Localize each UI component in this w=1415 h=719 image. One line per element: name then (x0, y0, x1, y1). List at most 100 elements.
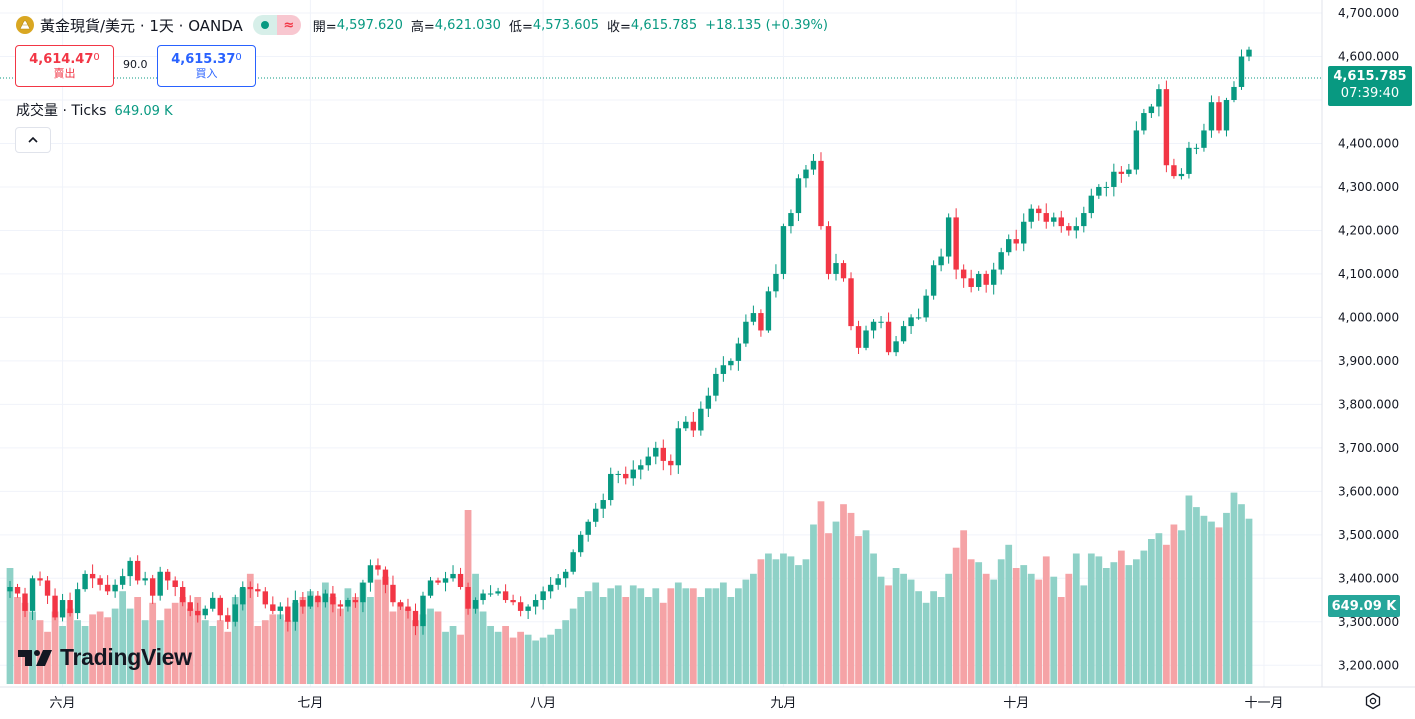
volume-bar (697, 597, 705, 684)
data-delay-icon: ≈ (276, 15, 301, 35)
candle-body (660, 447, 666, 461)
volume-bar (291, 602, 299, 684)
volume-bar (592, 582, 600, 684)
volume-bar (434, 611, 442, 684)
sell-label: 賣出 (53, 67, 76, 81)
candle-body (217, 597, 223, 616)
volume-bar (276, 614, 284, 684)
buy-price: 4,615.37 (171, 51, 236, 67)
candle-body (164, 571, 171, 581)
volume-bar (442, 631, 449, 684)
candle-body (608, 473, 614, 501)
low-label: 低= (508, 19, 533, 35)
volume-bar (179, 597, 187, 684)
volume-bar (674, 582, 682, 684)
candle-body (360, 582, 366, 603)
candle-body (653, 447, 659, 457)
candle-body (172, 580, 178, 587)
volume-bar (479, 611, 487, 684)
price-tick-label: 4,700.000 (1338, 6, 1399, 20)
volume-bar (607, 588, 615, 684)
price-tick-label: 3,200.000 (1338, 658, 1399, 672)
candle-body (435, 580, 441, 583)
candle-body (720, 365, 727, 374)
volume-bar (201, 620, 209, 684)
candle-body (577, 534, 584, 553)
volume-bar (547, 634, 555, 684)
volume-bar (261, 620, 269, 684)
volume-bar (104, 617, 111, 684)
volume-legend[interactable]: 成交量 · Ticks 649.09 K (16, 100, 173, 120)
volume-bar (382, 576, 389, 684)
price-tick-label: 4,600.000 (1338, 50, 1399, 64)
candle-body (975, 273, 982, 287)
volume-bar (1035, 579, 1043, 684)
candle-body (960, 269, 967, 279)
volume-bar (870, 553, 877, 684)
candle-body (840, 263, 847, 279)
candle-body (352, 600, 359, 603)
candle-body (713, 373, 719, 396)
candle-body (1163, 89, 1170, 166)
candle-body (728, 360, 734, 366)
candle-body (1231, 86, 1237, 101)
candle-body (134, 560, 141, 581)
volume-bar (314, 597, 322, 684)
volume-bar (419, 614, 427, 684)
candle-body (375, 565, 381, 570)
volume-bar (59, 626, 66, 684)
volume-bar (1163, 544, 1170, 684)
candle-body (1178, 173, 1185, 177)
candle-body (1021, 221, 1027, 244)
symbol-title[interactable]: 黃金現貨/美元 · 1天 · OANDA (40, 16, 243, 35)
volume-bar (1125, 565, 1133, 684)
candle-body (540, 591, 546, 601)
volume-bar (539, 637, 547, 684)
candle-body (788, 213, 794, 227)
volume-bar (284, 620, 292, 684)
volume-bar (66, 608, 74, 684)
candle-body (615, 473, 621, 475)
candle-body (1103, 186, 1110, 188)
volume-bar (74, 620, 81, 684)
volume-bar (449, 626, 457, 684)
volume-bar (89, 614, 96, 684)
volume-bar (562, 620, 570, 684)
volume-bar (1238, 504, 1245, 684)
volume-bar (269, 614, 277, 684)
candle-body (780, 226, 787, 274)
volume-bar (862, 530, 870, 684)
price-tick-label: 3,600.000 (1338, 484, 1399, 498)
low-value: 4,573.605 (532, 17, 600, 33)
chart-settings-button[interactable] (1362, 690, 1384, 712)
volume-label: 成交量 · Ticks (16, 103, 107, 119)
collapse-legend-button[interactable] (15, 127, 51, 153)
candle-body (29, 578, 36, 611)
candle-body (1088, 195, 1095, 214)
volume-bar (216, 620, 224, 684)
volume-bar (855, 536, 862, 684)
candle-body (1208, 102, 1215, 131)
last-price-value: 4,615.785 (1333, 69, 1407, 85)
candle-body (1096, 186, 1102, 196)
volume-bar (907, 579, 915, 684)
candle-body (405, 606, 411, 611)
volume-bar (186, 608, 194, 684)
price-tick-label: 3,800.000 (1338, 397, 1399, 411)
volume-bar (524, 634, 532, 684)
sell-button[interactable]: 4,614.470 賣出 (15, 45, 114, 87)
volume-bar (412, 620, 419, 684)
tradingview-logo[interactable]: TradingView (18, 644, 192, 671)
candle-body (495, 591, 501, 594)
volume-bar (1117, 550, 1125, 684)
volume-bar (1230, 492, 1238, 684)
candle-body (1186, 147, 1192, 174)
candle-body (232, 604, 238, 622)
time-tick-label: 八月 (530, 696, 556, 711)
candle-body (968, 278, 974, 287)
candle-body (743, 321, 749, 344)
market-status[interactable]: ≈ (252, 15, 301, 35)
buy-button[interactable]: 4,615.370 買入 (157, 45, 256, 87)
volume-bar (704, 588, 712, 684)
